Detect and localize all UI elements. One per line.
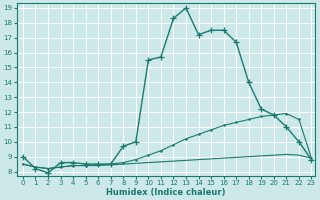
X-axis label: Humidex (Indice chaleur): Humidex (Indice chaleur) bbox=[106, 188, 226, 197]
